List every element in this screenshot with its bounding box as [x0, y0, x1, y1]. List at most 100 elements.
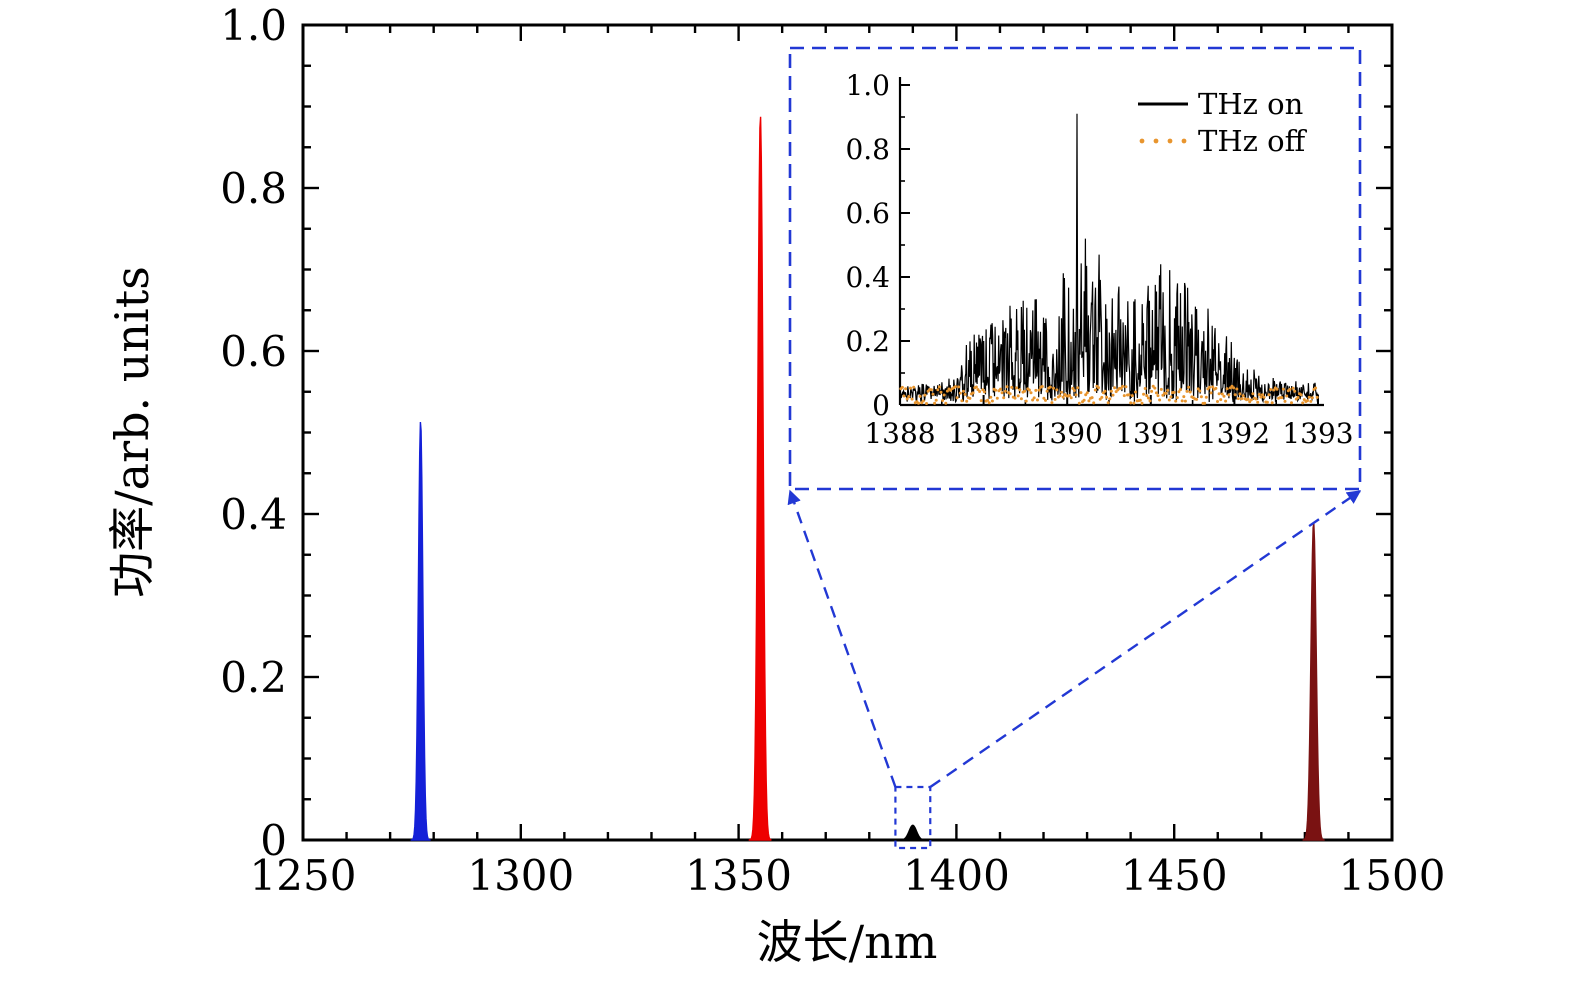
peak-1390nm	[896, 824, 929, 841]
thz-off-dot	[1003, 389, 1007, 393]
x-tick-label: 1250	[250, 851, 357, 900]
thz-off-dot	[1108, 397, 1112, 401]
inset-legend: THz on THz off	[1138, 87, 1308, 158]
thz-off-dot	[1232, 386, 1236, 390]
thz-off-dot	[933, 401, 937, 405]
thz-off-dot	[1106, 401, 1110, 405]
thz-off-dot	[1236, 397, 1240, 401]
peak-1482nm	[1302, 523, 1325, 841]
thz-off-dot	[923, 393, 927, 397]
thz-off-dot	[1164, 391, 1168, 395]
thz-off-dot	[1093, 388, 1097, 392]
thz-off-dot	[1036, 398, 1039, 402]
thz-off-dot	[1019, 397, 1023, 401]
legend-label-thz-off: THz off	[1198, 124, 1308, 158]
thz-off-dot	[1203, 401, 1207, 405]
thz-on-trace	[899, 113, 1319, 404]
thz-off-dot	[1103, 389, 1107, 393]
thz-off-dot	[941, 399, 945, 402]
thz-off-dot	[1129, 401, 1133, 405]
thz-off-dot	[1037, 388, 1041, 392]
callout-line-left	[787, 489, 897, 788]
x-tick-label: 1450	[1121, 851, 1228, 900]
thz-off-dot	[963, 392, 967, 396]
thz-off-dot	[1216, 400, 1219, 403]
thz-off-dot	[1209, 391, 1213, 395]
thz-off-dot	[1055, 388, 1059, 392]
thz-off-dot	[1153, 386, 1157, 390]
inset-axes: 0 0.2 0.4 0.6 0.8 1.0 1388 1389 1390 1391 1392 1393	[845, 69, 1353, 450]
thz-off-dot	[934, 398, 938, 402]
thz-off-dot	[1246, 397, 1250, 401]
thz-off-dot	[1211, 385, 1215, 389]
thz-off-dot	[1072, 389, 1076, 392]
y-tick-label: 0.4	[220, 490, 287, 539]
thz-off-dot	[1235, 387, 1239, 391]
thz-off-dot	[910, 397, 914, 401]
thz-off-dot	[1122, 394, 1126, 398]
thz-off-dot	[1077, 401, 1081, 405]
thz-off-dot	[1188, 390, 1192, 394]
thz-off-dot	[1262, 395, 1266, 399]
thz-off-dot	[1023, 389, 1027, 393]
thz-off-dot	[921, 399, 925, 403]
thz-off-dot	[917, 401, 920, 405]
legend-dot-icon	[1167, 138, 1173, 144]
thz-off-dot	[1130, 394, 1134, 398]
thz-off-dot	[1290, 401, 1293, 405]
thz-off-dot	[1134, 390, 1137, 394]
thz-off-dot	[1109, 389, 1113, 393]
thz-off-dot	[1145, 394, 1149, 398]
x-axis-title: 波长/nm	[757, 915, 938, 969]
thz-off-dot	[1111, 393, 1115, 397]
thz-off-dot	[902, 394, 906, 398]
thz-off-dot	[1233, 393, 1237, 397]
thz-off-dot	[1272, 388, 1276, 392]
peak-1277nm	[410, 421, 431, 841]
thz-off-dot	[1281, 387, 1285, 391]
thz-off-dot	[912, 385, 916, 389]
thz-off-dot	[1138, 398, 1142, 402]
thz-off-dot	[1127, 393, 1131, 397]
thz-off-dot	[989, 395, 993, 399]
thz-off-dot	[1140, 401, 1144, 405]
thz-off-dot	[1169, 395, 1173, 399]
thz-off-dot	[1061, 395, 1065, 399]
thz-off-dot	[939, 390, 943, 394]
inset-y-tick-label: 0.2	[845, 325, 890, 358]
thz-off-dot	[1185, 389, 1189, 393]
thz-off-dot	[1249, 398, 1253, 402]
thz-off-dot	[994, 388, 998, 392]
x-tick-label: 1500	[1339, 851, 1446, 900]
thz-off-dot	[1087, 399, 1091, 403]
thz-off-dot	[925, 402, 928, 405]
thz-off-dot	[1092, 401, 1096, 405]
thz-off-dot	[1179, 388, 1182, 391]
thz-off-dot	[900, 385, 904, 389]
legend-dot-icon	[1153, 138, 1159, 144]
thz-off-dot	[1048, 385, 1052, 389]
thz-off-dot	[1225, 387, 1229, 391]
inset-x-tick-label: 1391	[1115, 417, 1186, 450]
thz-off-dot	[971, 391, 975, 395]
thz-off-dot	[1018, 388, 1022, 392]
main-ticks	[301, 23, 1394, 842]
thz-off-dot	[1143, 387, 1147, 390]
thz-off-dot	[1097, 386, 1100, 390]
thz-off-dot	[1174, 399, 1178, 403]
thz-off-dot	[1172, 390, 1176, 394]
thz-off-dot	[1307, 395, 1311, 399]
thz-off-dot	[1121, 384, 1125, 388]
inset-x-tick-label: 1392	[1199, 417, 1270, 450]
thz-off-dot	[1315, 395, 1319, 399]
thz-off-dot	[1280, 396, 1284, 400]
zoom-region-rect	[894, 785, 932, 850]
thz-off-dot	[1306, 399, 1309, 403]
inset-y-tick-label: 0.8	[845, 133, 890, 166]
main-axes: 1250 1300 1350 1400 1450 1500 0 0.2 0.4 0.6 0.8 1.0	[220, 1, 1445, 900]
thz-off-dot	[1032, 396, 1036, 400]
thz-off-dot	[1008, 392, 1012, 396]
thz-off-dot	[1148, 399, 1152, 403]
thz-off-dot	[1288, 387, 1292, 391]
thz-off-dot	[958, 391, 962, 395]
